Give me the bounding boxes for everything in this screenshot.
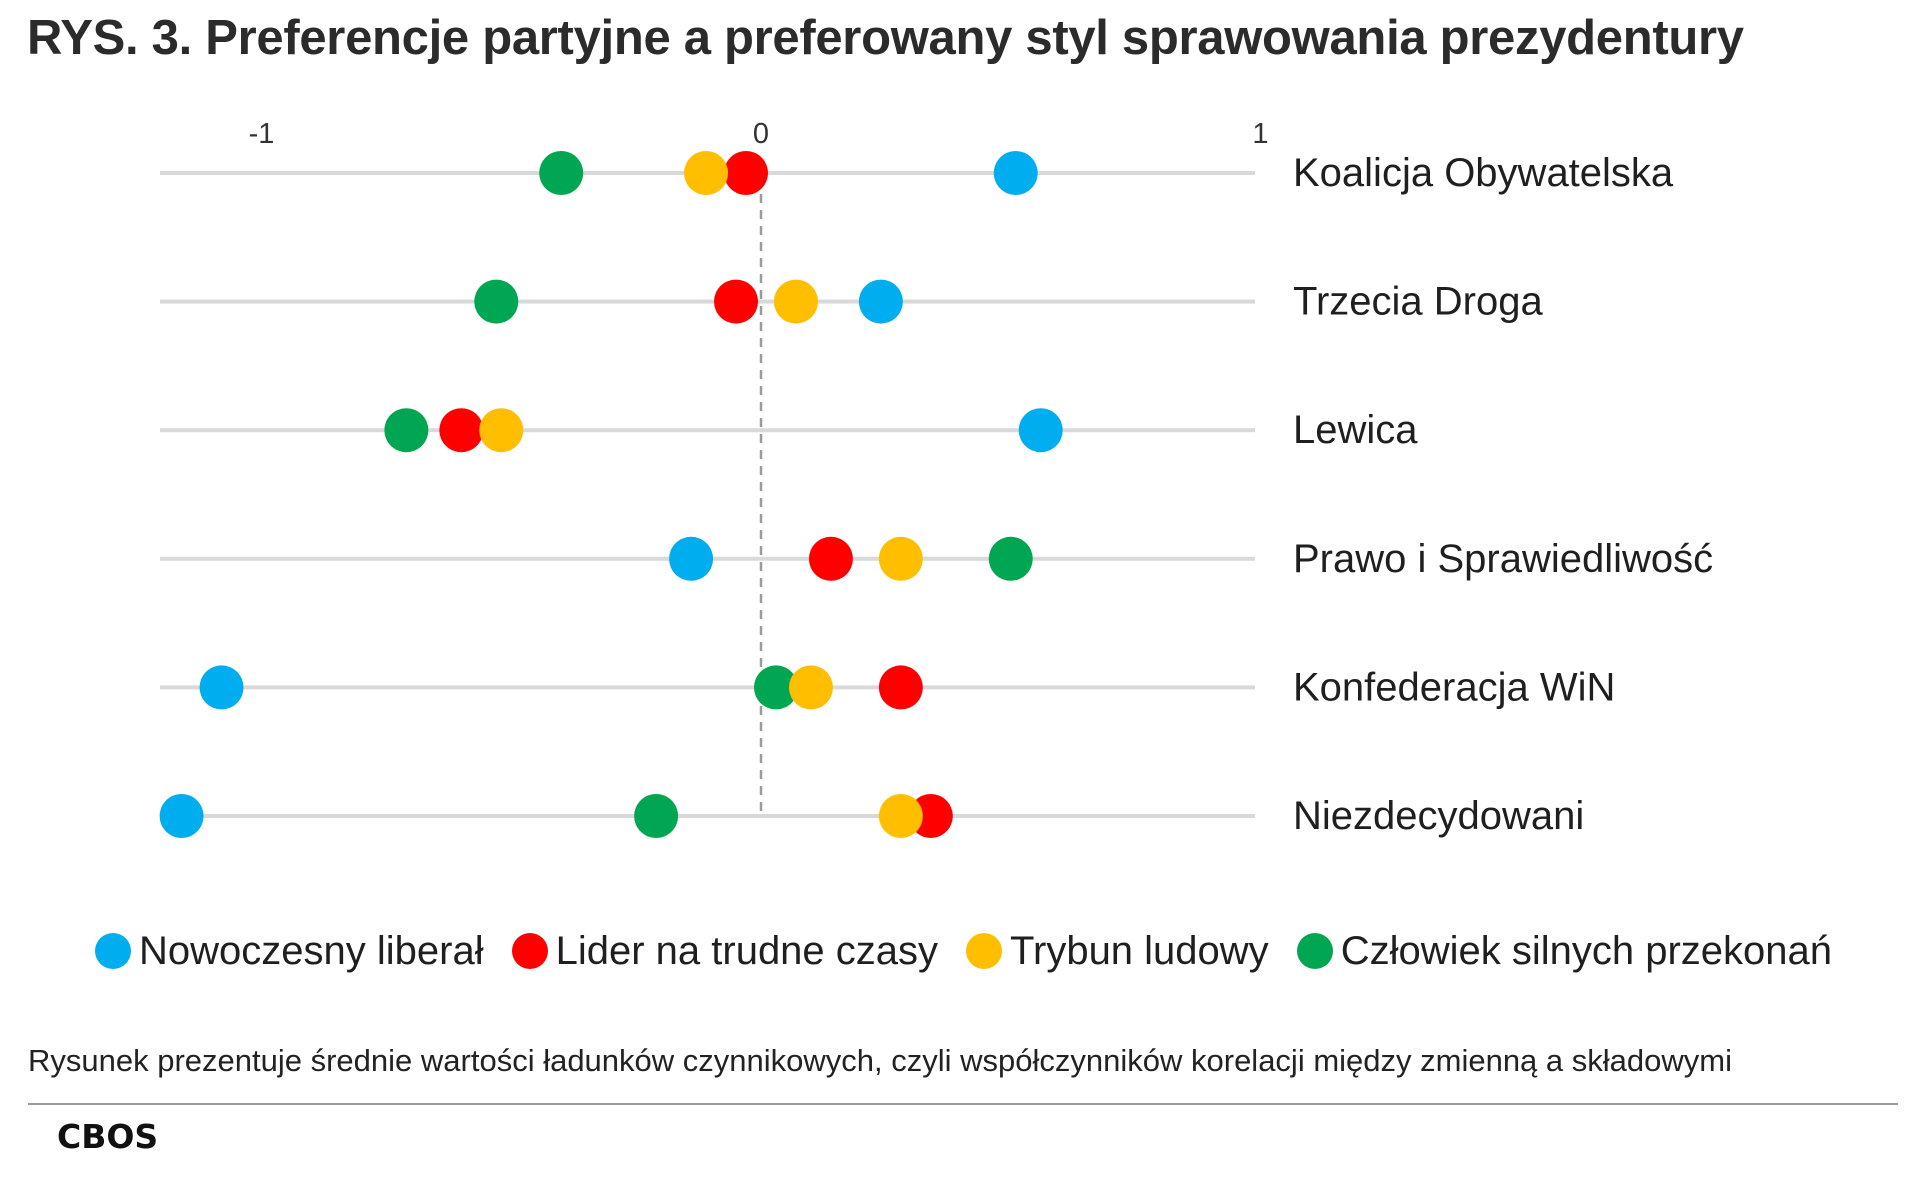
legend-swatch [95,933,131,969]
dot-plot-chart: -1 0 1 Koalicja Obywatelska Trzecia Droga Le… [159,118,1713,838]
data-point [878,665,923,710]
data-point [479,408,524,453]
data-point [788,665,833,710]
data-point [808,536,853,581]
legend-label: Nowoczesny liberał [139,928,484,973]
legend-item: Lider na trudne czasy [511,928,939,974]
category-labels: Koalicja Obywatelska Trzecia Droga Lewica P… [1293,151,1713,838]
legend-swatch [1296,933,1333,969]
data-point [474,279,519,324]
legend-swatch [966,933,1003,969]
chart-title: RYS. 3. Preferencje partyjne a preferowa… [27,11,1744,65]
data-point [684,151,729,195]
data-point [1018,408,1063,453]
data-point [634,794,679,838]
category-label: Trzecia Droga [1293,280,1543,324]
data-point [539,151,584,195]
data-point [714,279,759,324]
legend-swatch [511,933,548,969]
data-point [988,536,1033,581]
legend-item: Człowiek silnych przekonań [1296,928,1833,974]
legend-label: Człowiek silnych przekonań [1340,928,1833,973]
legend-label: Lider na trudne czasy [555,928,939,973]
data-point [878,536,923,581]
category-label: Konfederacja WiN [1293,665,1615,709]
footer-divider [28,1103,1898,1105]
x-tick-label: 1 [1252,118,1268,150]
category-label: Niezdecydowani [1293,794,1584,838]
x-axis-ticks: -1 0 1 [249,118,1269,150]
category-label: Koalicja Obywatelska [1293,151,1674,195]
data-point [724,151,769,195]
legend-item: Trybun ludowy [966,929,1269,974]
data-point [993,151,1038,195]
data-point [858,279,903,324]
legend-label: Trybun ludowy [1010,928,1269,973]
x-tick-label: 0 [753,118,769,150]
data-point [669,536,714,581]
x-tick-label: -1 [249,118,275,150]
category-label: Prawo i Sprawiedliwość [1293,537,1713,581]
data-point [199,665,244,710]
data-point [773,279,818,324]
legend: Nowoczesny liberał Lider na trudne czasy T… [95,925,1860,977]
data-points [159,151,1063,838]
data-point [159,794,204,838]
source-label: CBOS [57,1117,159,1156]
data-point [753,665,798,710]
footnote: Rysunek prezentuje średnie wartości ładu… [28,1043,1732,1078]
data-point [439,408,484,453]
data-point [878,794,923,838]
data-point [384,408,429,453]
legend-item: Nowoczesny liberał [95,929,484,974]
category-label: Lewica [1293,408,1418,452]
category-rows [160,171,1255,818]
